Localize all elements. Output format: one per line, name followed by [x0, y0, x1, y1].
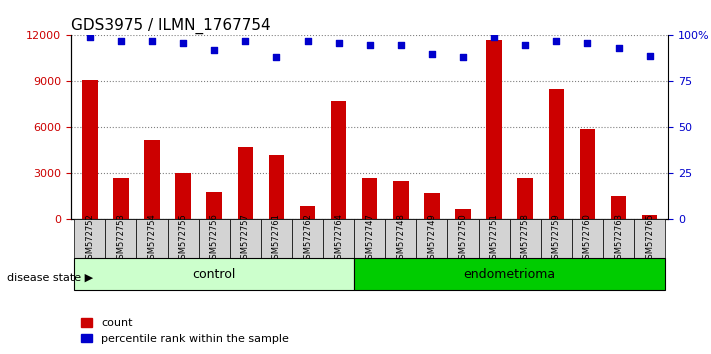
Bar: [518, 178, 533, 219]
Bar: [424, 193, 439, 219]
Bar: [642, 215, 658, 219]
Bar: [549, 89, 564, 219]
FancyBboxPatch shape: [292, 219, 323, 258]
Text: GSM572748: GSM572748: [396, 213, 405, 264]
FancyBboxPatch shape: [572, 219, 603, 258]
FancyBboxPatch shape: [541, 219, 572, 258]
Text: GSM572762: GSM572762: [303, 213, 312, 264]
Point: [208, 47, 220, 53]
Text: GSM572761: GSM572761: [272, 213, 281, 264]
Point: [613, 45, 624, 51]
Text: GSM572764: GSM572764: [334, 213, 343, 264]
Text: GSM572758: GSM572758: [520, 213, 530, 264]
Bar: [206, 192, 222, 219]
Text: GSM572750: GSM572750: [459, 213, 468, 264]
Point: [364, 42, 375, 47]
FancyBboxPatch shape: [168, 219, 198, 258]
Text: GSM572756: GSM572756: [210, 213, 219, 264]
Point: [301, 38, 313, 44]
Point: [395, 42, 407, 47]
Point: [84, 34, 95, 40]
Bar: [237, 147, 253, 219]
Text: GSM572755: GSM572755: [178, 213, 188, 264]
FancyBboxPatch shape: [74, 219, 105, 258]
Bar: [176, 173, 191, 219]
Point: [550, 38, 562, 44]
Point: [644, 53, 656, 58]
FancyBboxPatch shape: [354, 258, 665, 290]
Point: [582, 40, 593, 46]
Point: [457, 55, 469, 60]
FancyBboxPatch shape: [447, 219, 479, 258]
Bar: [113, 178, 129, 219]
Bar: [82, 80, 97, 219]
Text: disease state ▶: disease state ▶: [7, 273, 93, 283]
FancyBboxPatch shape: [603, 219, 634, 258]
Point: [520, 42, 531, 47]
Point: [115, 38, 127, 44]
Point: [178, 40, 189, 46]
Bar: [611, 196, 626, 219]
FancyBboxPatch shape: [198, 219, 230, 258]
FancyBboxPatch shape: [354, 219, 385, 258]
Bar: [331, 101, 346, 219]
Bar: [362, 178, 378, 219]
Point: [426, 51, 437, 57]
FancyBboxPatch shape: [74, 258, 354, 290]
Point: [333, 40, 344, 46]
Text: control: control: [193, 268, 236, 281]
FancyBboxPatch shape: [510, 219, 541, 258]
FancyBboxPatch shape: [261, 219, 292, 258]
FancyBboxPatch shape: [323, 219, 354, 258]
FancyBboxPatch shape: [230, 219, 261, 258]
Text: GSM572754: GSM572754: [147, 213, 156, 264]
Text: GSM572759: GSM572759: [552, 213, 561, 264]
Bar: [579, 129, 595, 219]
Text: GSM572749: GSM572749: [427, 213, 437, 264]
Bar: [393, 181, 409, 219]
Text: GSM572757: GSM572757: [241, 213, 250, 264]
Bar: [455, 209, 471, 219]
Text: GSM572760: GSM572760: [583, 213, 592, 264]
Bar: [269, 155, 284, 219]
FancyBboxPatch shape: [385, 219, 417, 258]
FancyBboxPatch shape: [105, 219, 137, 258]
Point: [240, 38, 251, 44]
Text: GSM572752: GSM572752: [85, 213, 95, 264]
Bar: [486, 40, 502, 219]
Text: GSM572751: GSM572751: [490, 213, 498, 264]
Text: GSM572763: GSM572763: [614, 213, 623, 264]
Point: [488, 34, 500, 40]
Bar: [300, 206, 315, 219]
FancyBboxPatch shape: [417, 219, 447, 258]
Text: GDS3975 / ILMN_1767754: GDS3975 / ILMN_1767754: [71, 18, 271, 34]
Text: GSM572765: GSM572765: [645, 213, 654, 264]
FancyBboxPatch shape: [479, 219, 510, 258]
Text: GSM572753: GSM572753: [117, 213, 125, 264]
FancyBboxPatch shape: [634, 219, 665, 258]
Bar: [144, 140, 160, 219]
Text: GSM572747: GSM572747: [365, 213, 374, 264]
Text: endometrioma: endometrioma: [464, 268, 556, 281]
Point: [271, 55, 282, 60]
FancyBboxPatch shape: [137, 219, 168, 258]
Legend: count, percentile rank within the sample: count, percentile rank within the sample: [77, 314, 294, 348]
Point: [146, 38, 158, 44]
